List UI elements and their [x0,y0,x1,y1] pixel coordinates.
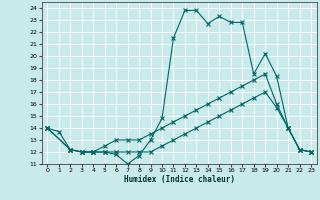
X-axis label: Humidex (Indice chaleur): Humidex (Indice chaleur) [124,175,235,184]
